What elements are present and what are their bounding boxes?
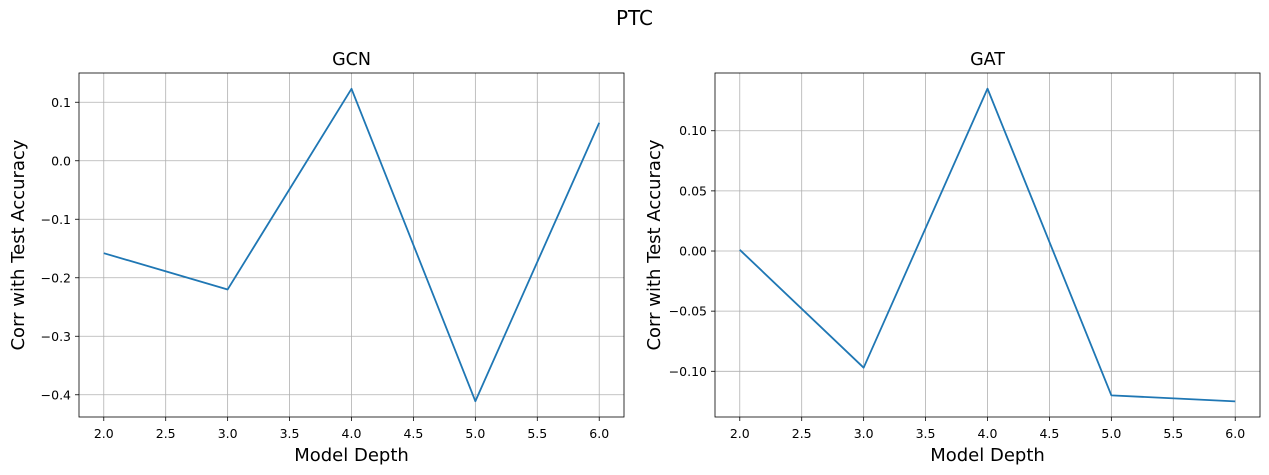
x-tick-label: 2.5 <box>792 426 812 441</box>
y-tick-label: 0.05 <box>679 183 707 198</box>
x-tick-label: 4.5 <box>403 426 423 441</box>
x-tick-label: 5.5 <box>1163 426 1183 441</box>
y-tick-label: −0.10 <box>669 364 707 379</box>
y-tick-label: 0.10 <box>679 123 707 138</box>
chart-panel-1: 2.0 2.5 3.0 3.5 4.0 4.5 5.0 5.5 6.0 −0.4 −0.3 −0.2 −… <box>8 50 625 466</box>
x-tick-label: 5.0 <box>1101 426 1121 441</box>
y-tick-label: −0.2 <box>41 270 71 285</box>
y-tick-label: 0.00 <box>679 244 707 259</box>
y-tick-label: 0.0 <box>51 153 71 168</box>
x-tick-label: 6.0 <box>589 426 609 441</box>
y-axis-label: Corr with Test Accuracy <box>644 139 665 350</box>
x-tick-label: 2.5 <box>156 426 176 441</box>
x-tick-label: 6.0 <box>1225 426 1245 441</box>
x-tick-label: 3.0 <box>218 426 238 441</box>
panel-title: GCN <box>332 50 371 70</box>
x-tick-label: 5.5 <box>527 426 547 441</box>
panel-title: GAT <box>970 50 1005 70</box>
x-axis-label: Model Depth <box>930 445 1045 466</box>
axes-frame <box>78 72 625 418</box>
x-tick-label: 2.0 <box>94 426 114 441</box>
x-tick-label: 3.5 <box>916 426 936 441</box>
x-tick-label: 3.0 <box>854 426 874 441</box>
x-tick-label: 5.0 <box>465 426 485 441</box>
y-tick-label: −0.05 <box>669 304 707 319</box>
y-tick-label: 0.1 <box>51 95 71 110</box>
x-tick-label: 2.0 <box>730 426 750 441</box>
x-tick-label: 4.0 <box>978 426 998 441</box>
chart-panel-2: 2.0 2.5 3.0 3.5 4.0 4.5 5.0 5.5 6.0 −0.10 −0.05 0.0… <box>644 50 1261 466</box>
x-tick-label: 4.0 <box>342 426 362 441</box>
figure-title: PTC <box>616 6 653 30</box>
x-axis-label: Model Depth <box>294 445 409 466</box>
axes-frame <box>714 72 1261 418</box>
x-tick-label: 3.5 <box>280 426 300 441</box>
chart-panels: 2.0 2.5 3.0 3.5 4.0 4.5 5.0 5.5 6.0 −0.4 −0.3 −0.2 −… <box>8 50 1261 466</box>
y-tick-label: −0.4 <box>41 387 71 402</box>
x-tick-label: 4.5 <box>1039 426 1059 441</box>
y-tick-label: −0.3 <box>41 329 71 344</box>
y-axis-label: Corr with Test Accuracy <box>8 139 29 350</box>
y-tick-label: −0.1 <box>41 212 71 227</box>
